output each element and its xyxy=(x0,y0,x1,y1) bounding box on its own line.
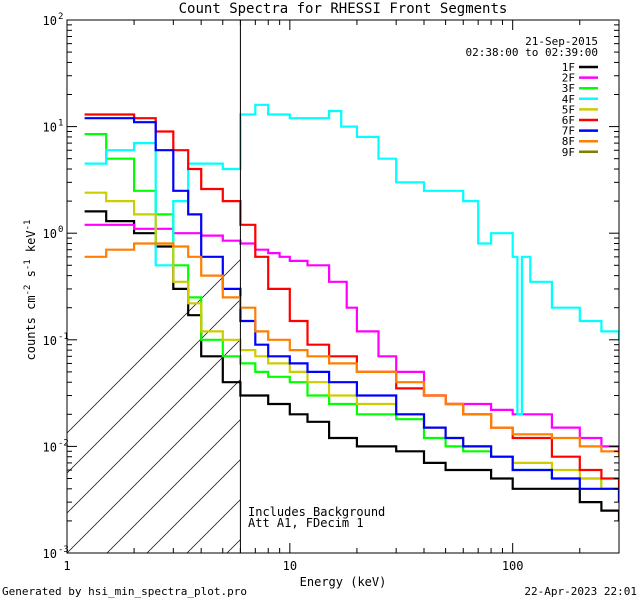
legend-label-3F: 3F xyxy=(562,82,575,95)
legend-label-9F: 9F xyxy=(562,146,575,159)
y-axis-title-unit-kev: keV xyxy=(24,230,38,259)
y-tick-label-exponent: 0 xyxy=(58,225,63,235)
note-background: Includes Background xyxy=(248,505,385,519)
y-tick-label-base: 10 xyxy=(43,440,57,454)
y-tick-label-base: 10 xyxy=(43,334,57,348)
y-axis-title-unit-s: s xyxy=(24,270,38,284)
y-tick-label-exponent: -3 xyxy=(58,545,69,555)
legend-label-4F: 4F xyxy=(562,93,575,106)
y-tick-label-base: 10 xyxy=(43,547,57,561)
x-axis-title: Energy (keV) xyxy=(300,575,387,589)
legend-label-1F: 1F xyxy=(562,61,575,74)
footer-timestamp: 22-Apr-2023 22:01 xyxy=(524,585,637,598)
attenuator-hatch-region xyxy=(67,20,640,553)
series-line-6F xyxy=(84,113,619,489)
y-tick-label-exponent: 2 xyxy=(58,12,63,22)
hatch-mask xyxy=(240,20,619,553)
y-axis-title-unit-cm: counts cm xyxy=(24,295,38,360)
legend-label-8F: 8F xyxy=(562,135,575,148)
y-tick-label-base: 10 xyxy=(43,14,57,28)
series-layer xyxy=(84,103,619,521)
y-axis-title-exp-s: -1 xyxy=(23,259,33,270)
axis-ticks xyxy=(66,19,620,554)
footer-generator: Generated by hsi_min_spectra_plot.pro xyxy=(2,585,247,598)
x-tick-label: 10 xyxy=(283,559,297,573)
observation-time-range: 02:38:00 to 02:39:00 xyxy=(466,46,598,59)
plot-frame xyxy=(66,19,620,554)
y-axis-title-exp-kev: -1 xyxy=(23,220,33,231)
series-line-4F xyxy=(84,103,619,416)
note-attenuator: Att A1, FDecim 1 xyxy=(248,516,364,530)
x-tick-labels: 1 10 100 xyxy=(63,559,523,573)
legend-label-5F: 5F xyxy=(562,103,575,116)
y-tick-label-exponent: -1 xyxy=(58,332,69,342)
observation-date: 21-Sep-2015 xyxy=(525,35,598,48)
y-tick-label-base: 10 xyxy=(43,227,57,241)
legend-label-2F: 2F xyxy=(562,72,575,85)
legend-label-6F: 6F xyxy=(562,114,575,127)
y-tick-label-base: 10 xyxy=(43,121,57,135)
legend-label-7F: 7F xyxy=(562,125,575,138)
y-tick-label-exponent: 1 xyxy=(58,119,63,129)
x-tick-label: 1 xyxy=(63,559,70,573)
x-tick-label: 100 xyxy=(502,559,524,573)
y-tick-label-exponent: -2 xyxy=(58,438,69,448)
y-axis-title: counts cm-2 s-1 keV-1 xyxy=(23,220,38,361)
series-line-7F xyxy=(84,117,619,503)
series-line-8F xyxy=(84,242,619,457)
hatch-line xyxy=(627,20,640,553)
chart-title: Count Spectra for RHESSI Front Segments xyxy=(179,1,508,17)
y-axis-title-exp-cm: -2 xyxy=(23,285,33,296)
series-line-2F xyxy=(84,223,619,452)
